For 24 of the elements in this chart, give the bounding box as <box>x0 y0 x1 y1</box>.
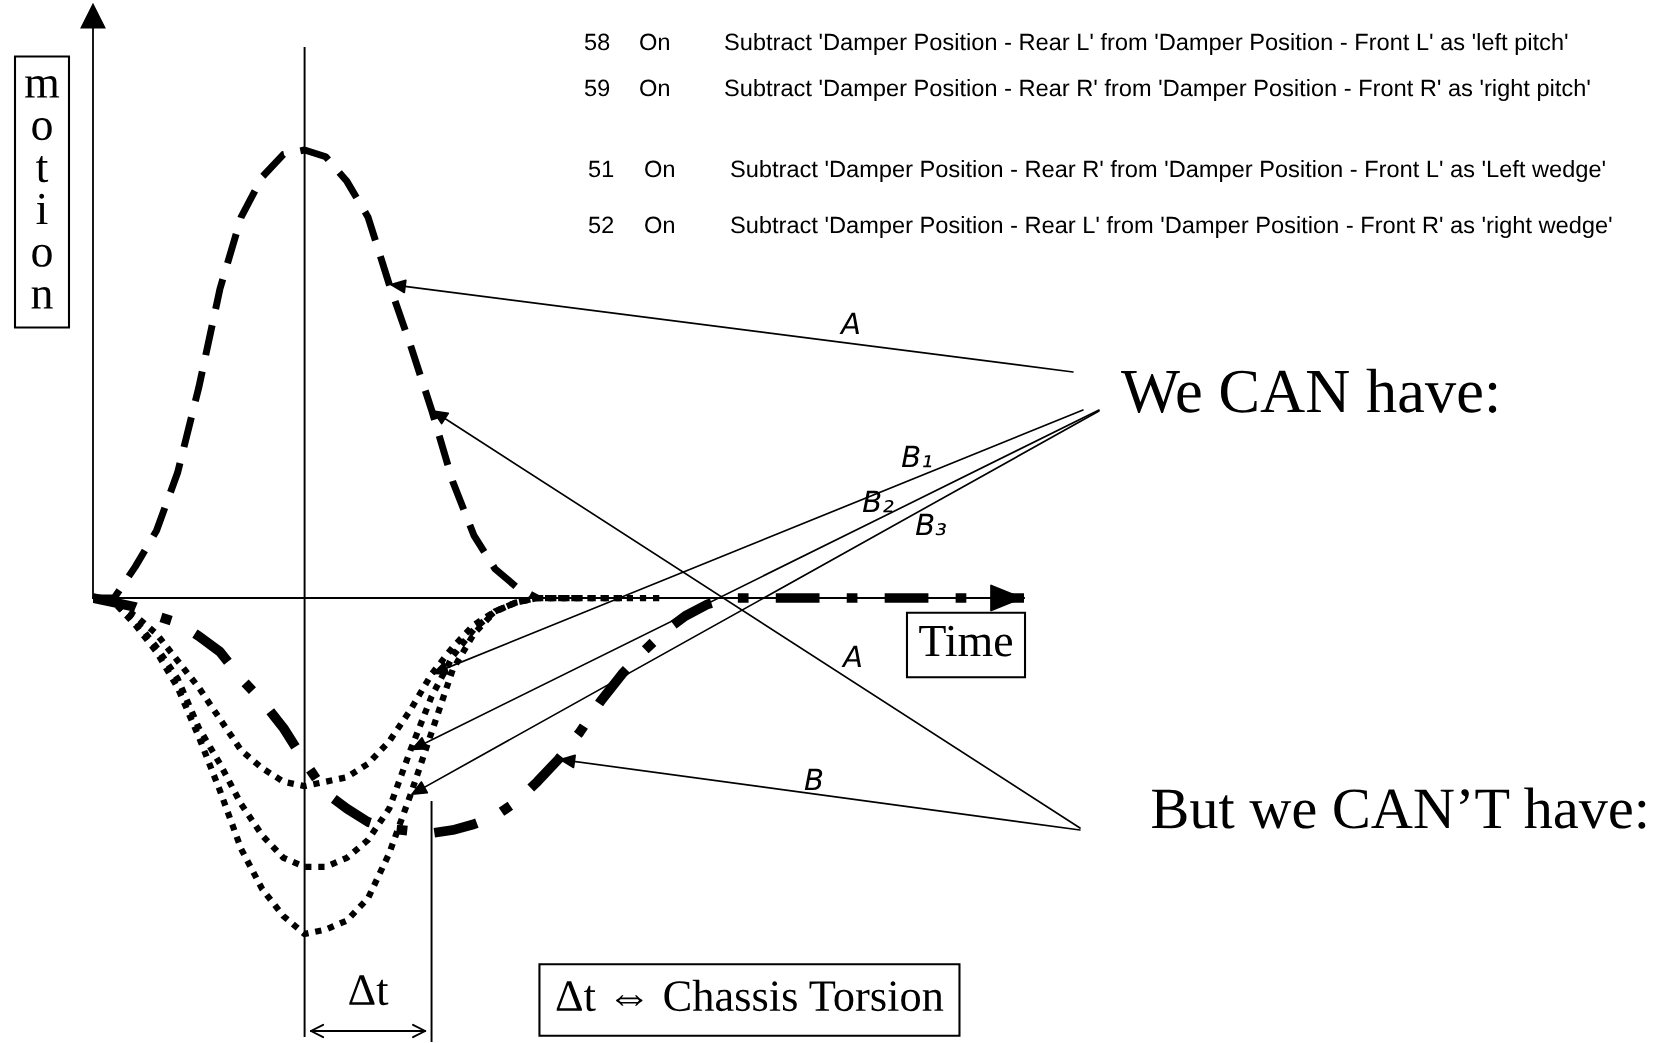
annotation: B₁ <box>901 445 932 468</box>
text: But we CAN’T have: <box>1152 787 1646 829</box>
text: On <box>640 79 669 97</box>
annotation: B₂ <box>862 490 894 513</box>
annotation: On <box>645 160 674 178</box>
annotation: 52 <box>588 216 614 234</box>
y-axis-title: motion <box>25 75 60 309</box>
annotation: B <box>804 768 823 791</box>
text: 59 <box>584 79 610 97</box>
annotation: Subtract 'Damper Position - Rear R' from 'Damper Position - Front L' as 'Left wedge' <box>731 159 1605 182</box>
annotation: Subtract 'Damper Position - Rear L' from 'Damper Position - Front R' as 'right wedge' <box>731 215 1612 238</box>
text: Subtract 'Damper Position - Rear R' from 'Damper Position - Front R' as 'right pitch' <box>725 79 1590 101</box>
annotation: A <box>841 645 861 668</box>
text: On <box>640 33 669 51</box>
annotation: A <box>839 312 859 335</box>
annotation: On <box>645 216 674 234</box>
annotation: 51 <box>588 160 614 178</box>
text: Δt <box>349 975 389 1006</box>
text: Δt ⇔ Chassis Torsion <box>556 979 944 1012</box>
text: Subtract 'Damper Position - Rear L' from 'Damper Position - Front L' as 'left pitch' <box>725 33 1568 55</box>
x-axis-title: Time <box>919 625 1012 657</box>
text: 58 <box>584 33 610 51</box>
text: We CAN have: <box>1121 368 1497 413</box>
annotation: B₃ <box>915 513 946 536</box>
